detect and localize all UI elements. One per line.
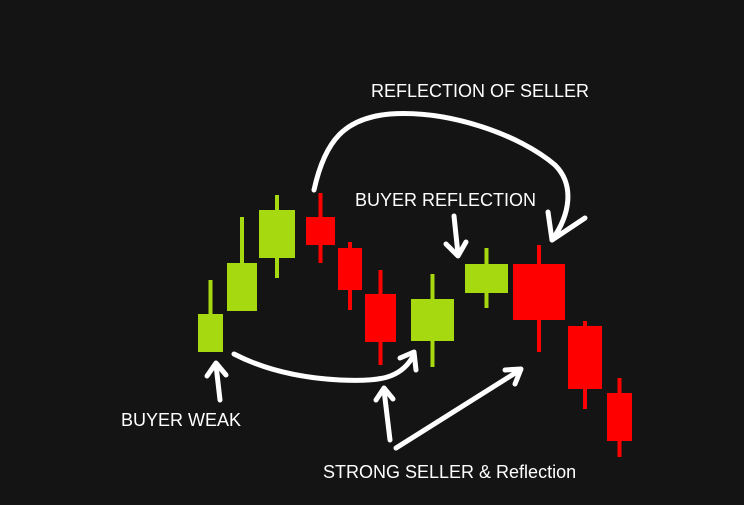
- annotation-reflection-of-seller: REFLECTION OF SELLER: [371, 81, 590, 101]
- candle-body-10: [568, 326, 602, 389]
- annotation-buyer-reflection: BUYER REFLECTION: [355, 190, 537, 210]
- candle-body-6: [365, 294, 396, 342]
- candle-body-5: [338, 248, 362, 290]
- strong-seller-vertical-arrow: [381, 387, 393, 443]
- candle-body-3: [259, 210, 295, 258]
- buyer-reflection-arrowhead: [443, 239, 469, 259]
- annotation-strong-seller: STRONG SELLER & Reflection: [323, 462, 577, 482]
- buyer-reflection-arrow: [451, 213, 461, 257]
- candle-body-9: [513, 264, 565, 320]
- buyer-weak-arrow: [213, 362, 223, 403]
- buyer-curve-arrowhead: [397, 349, 419, 373]
- annotation-arrows: [204, 111, 588, 451]
- candles-group: [198, 193, 632, 457]
- reflection-arc-arrow: [311, 111, 571, 243]
- buyer-weak-arrowhead: [204, 360, 229, 379]
- strong-seller-diagonal-arrowhead: [502, 366, 524, 387]
- candle-body-8: [465, 264, 508, 293]
- candle-body-4: [306, 217, 335, 245]
- reflection-arc-arrowhead: [545, 209, 588, 243]
- candle-body-1: [198, 314, 223, 352]
- strong-seller-diagonal-arrow: [393, 367, 523, 451]
- candle-body-2: [227, 263, 257, 311]
- candle-body-7: [411, 299, 454, 341]
- strong-seller-vertical-arrowhead: [373, 385, 396, 403]
- candle-body-11: [607, 393, 632, 441]
- buyer-curve-arrow: [231, 351, 415, 383]
- annotation-buyer-weak: BUYER WEAK: [121, 410, 242, 430]
